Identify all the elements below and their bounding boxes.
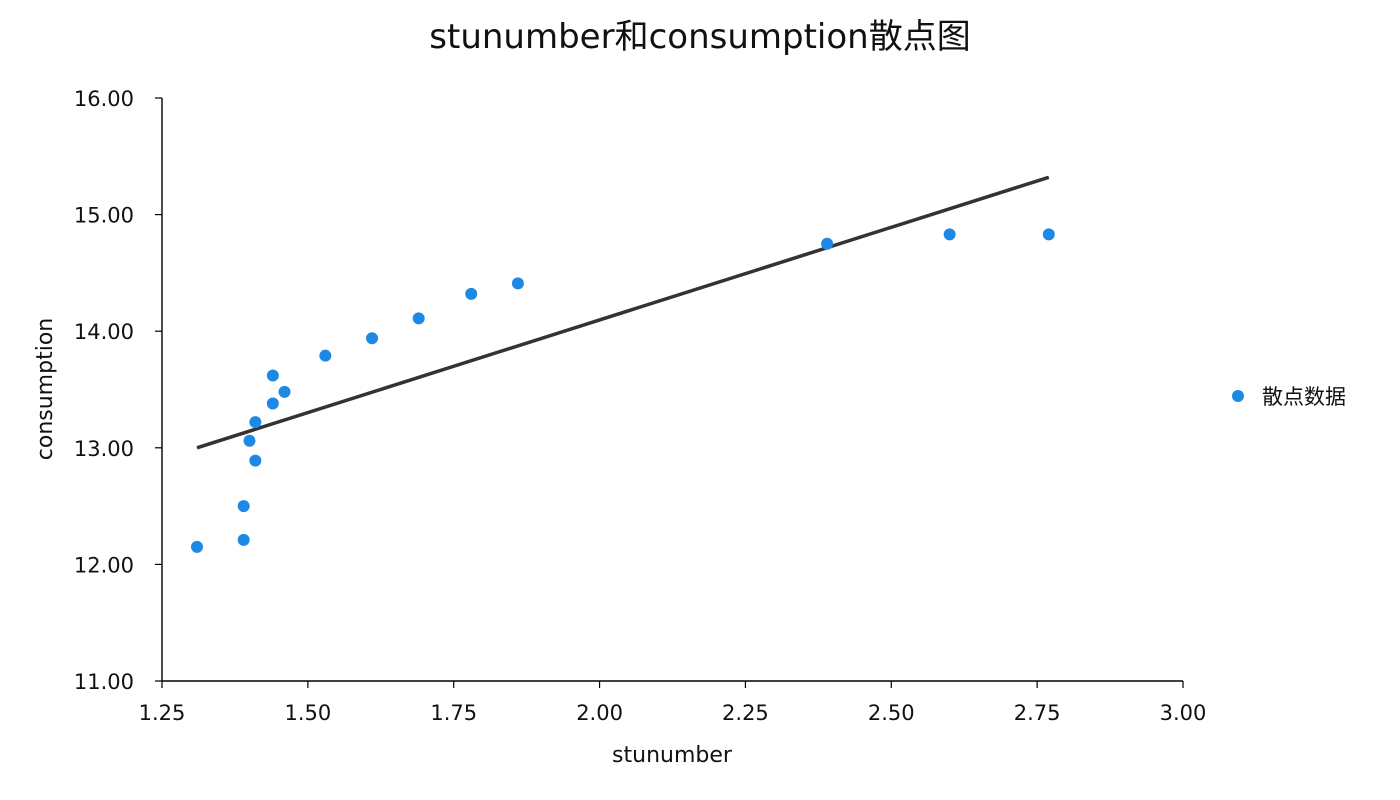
x-tick-label: 1.50 xyxy=(284,701,331,725)
trend-line xyxy=(196,175,1050,450)
legend-marker xyxy=(1232,390,1244,402)
scatter-point xyxy=(821,237,834,250)
scatter-points-group xyxy=(191,228,1055,553)
x-tick-label: 1.75 xyxy=(430,701,477,725)
legend-label: 散点数据 xyxy=(1262,385,1346,409)
scatter-point xyxy=(191,540,204,553)
x-tick-label: 1.25 xyxy=(139,701,186,725)
scatter-point xyxy=(266,369,279,382)
y-tick-label: 14.00 xyxy=(74,320,134,344)
scatter-point xyxy=(943,228,956,241)
x-axis-title: stunumber xyxy=(612,743,733,768)
y-tick-label: 13.00 xyxy=(74,437,134,461)
scatter-point xyxy=(237,500,250,513)
y-tick-label: 15.00 xyxy=(74,204,134,228)
scatter-point xyxy=(278,385,291,398)
scatter-point xyxy=(366,332,379,345)
trend-line-group xyxy=(196,175,1050,450)
scatter-point xyxy=(465,287,478,300)
y-tick-label: 11.00 xyxy=(74,670,134,694)
scatter-point xyxy=(319,349,332,362)
scatter-point xyxy=(249,416,262,429)
x-tick-label: 2.00 xyxy=(576,701,623,725)
scatter-point xyxy=(511,277,524,290)
x-tick-label: 2.50 xyxy=(868,701,915,725)
scatter-point xyxy=(1042,228,1055,241)
x-tick-label: 3.00 xyxy=(1160,701,1207,725)
axes-group: 11.00 12.00 13.00 14.00 15.00 16.00 1.25 1.50 1.… xyxy=(74,87,1207,725)
y-tick-label: 12.00 xyxy=(74,553,134,577)
scatter-point xyxy=(412,312,425,325)
x-tick-label: 2.25 xyxy=(722,701,769,725)
y-tick-label: 16.00 xyxy=(74,87,134,111)
scatter-point xyxy=(266,397,279,410)
scatter-point xyxy=(243,434,256,447)
y-axis-title: consumption xyxy=(33,318,58,460)
scatter-point xyxy=(237,533,250,546)
legend: 散点数据 xyxy=(1232,385,1346,409)
scatter-point xyxy=(249,454,262,467)
chart-title: stunumber和consumption散点图 xyxy=(429,17,970,57)
x-tick-label: 2.75 xyxy=(1014,701,1061,725)
